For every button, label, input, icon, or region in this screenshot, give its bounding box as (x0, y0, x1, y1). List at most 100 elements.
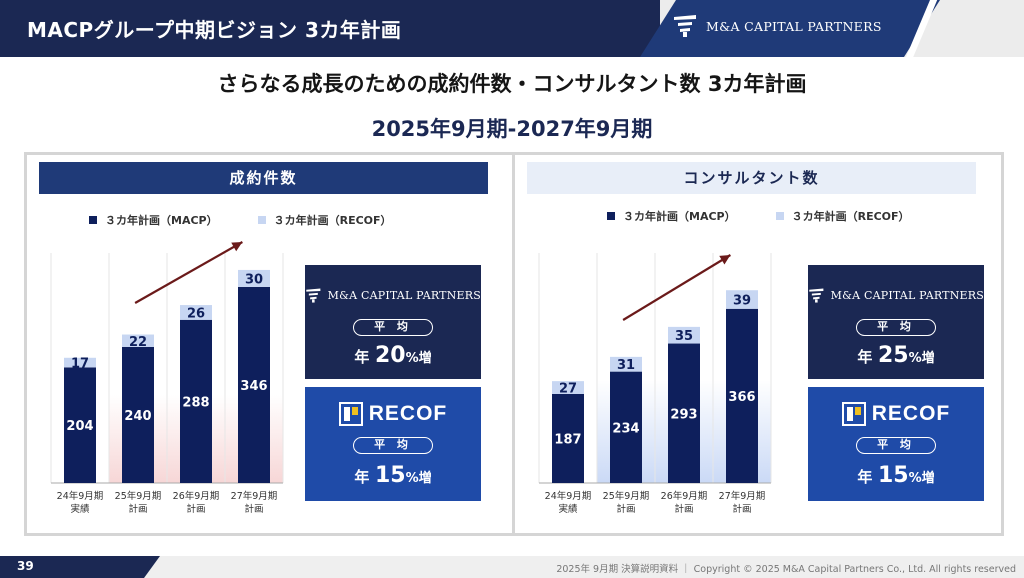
tick-label: 計画 (128, 503, 147, 515)
growth-value: 25 (877, 343, 909, 368)
data-label-macp: 293 (670, 407, 697, 422)
average-pill: 平 均 (353, 319, 433, 336)
bar-recof (610, 356, 642, 372)
tick-label: 26年9月期 (173, 490, 220, 502)
tick-label: 27年9月期 (231, 490, 278, 502)
growth-prefix: 年 (857, 348, 873, 366)
average-pill: 平 均 (353, 437, 433, 454)
trend-arrow (134, 241, 243, 304)
growth-value: 20 (374, 343, 406, 368)
card-macp-logo-text: M&A CAPITAL PARTNERS (830, 289, 984, 302)
tick-label: 25年9月期 (603, 490, 650, 502)
consultants-macp-card: M&A CAPITAL PARTNERS 平 均 年 25%増 (808, 265, 984, 379)
growth-suffix: %増 (405, 351, 432, 366)
data-label-recof: 30 (245, 272, 263, 287)
data-label-macp: 204 (66, 419, 93, 434)
consultants-recof-card: RECOF 平 均 年 15%増 (808, 387, 984, 501)
macp-logo-icon (809, 288, 824, 303)
card-macp-logo-text: M&A CAPITAL PARTNERS (327, 289, 481, 302)
legend-swatch-recof (257, 216, 266, 224)
growth-value: 15 (374, 463, 406, 488)
footer-page-band (0, 556, 160, 578)
legend-label-recof: ３カ年計画（RECOF） (273, 214, 392, 227)
card-recof-logo: RECOF (808, 402, 984, 426)
legend-swatch-recof (775, 212, 784, 220)
bar-recof (122, 334, 154, 347)
consultants-legend: ３カ年計画（MACP） ３カ年計画（RECOF） (607, 208, 910, 224)
data-label-recof: 27 (559, 382, 577, 397)
card-recof-logo: RECOF (305, 402, 481, 426)
card-macp-logo: M&A CAPITAL PARTNERS (808, 287, 984, 304)
growth-rate: 年 15%増 (808, 463, 984, 488)
bar-recof (64, 357, 96, 368)
macp-logo: M&A CAPITAL PARTNERS (672, 15, 882, 37)
legend-item-recof: ３カ年計画（RECOF） (257, 212, 392, 228)
tick-label: 26年9月期 (661, 490, 708, 502)
data-label-recof: 39 (733, 294, 751, 309)
bar-recof (668, 326, 700, 344)
legend-label-macp: ３カ年計画（MACP） (105, 214, 218, 227)
bar-recof (180, 305, 212, 320)
card-macp-logo: M&A CAPITAL PARTNERS (305, 287, 481, 304)
legend-label-macp: ３カ年計画（MACP） (623, 210, 736, 223)
recof-logo-icon (338, 402, 363, 426)
slide-title: MACPグループ中期ビジョン 3カ年計画 (27, 18, 402, 42)
legend-swatch-macp (89, 216, 97, 224)
data-label-macp: 288 (182, 395, 209, 410)
legend-swatch-macp (607, 212, 615, 220)
deals-panel-title: 成約件数 (39, 162, 488, 194)
bar-macp (552, 393, 584, 483)
deals-panel: 成約件数 ３カ年計画（MACP） ３カ年計画（RECOF） 204 17 24年9月… (24, 152, 516, 536)
growth-prefix: 年 (857, 468, 873, 486)
tick-label: 25年9月期 (115, 490, 162, 502)
macp-logo-icon (306, 288, 321, 303)
bar-macp (668, 343, 700, 483)
growth-rate: 年 20%増 (305, 343, 481, 368)
growth-rate: 年 15%増 (305, 463, 481, 488)
data-label-recof: 26 (187, 306, 205, 321)
recof-logo-icon (841, 402, 866, 426)
bar-macp (238, 286, 270, 483)
tick-label: 計画 (674, 503, 693, 515)
bar-macp (64, 367, 96, 483)
headline: さらなる成長のための成約件数・コンサルタント数 3カ年計画 (217, 72, 807, 96)
consultants-panel: コンサルタント数 ３カ年計画（MACP） ３カ年計画（RECOF） 187 27 2… (512, 152, 1004, 536)
bar-macp (726, 308, 758, 483)
tick-label: 計画 (244, 503, 263, 515)
data-label-recof: 17 (71, 357, 89, 372)
subheadline: 2025年9月期-2027年9月期 (371, 117, 653, 141)
data-label-macp: 366 (728, 390, 755, 405)
tick-label: 実績 (558, 503, 578, 515)
bar-recof (238, 269, 270, 287)
growth-prefix: 年 (354, 468, 370, 486)
data-label-macp: 234 (612, 421, 639, 436)
consultants-panel-title: コンサルタント数 (527, 162, 976, 194)
macp-logo-icon (674, 15, 696, 37)
header-title-band (0, 0, 660, 57)
bar-macp (610, 371, 642, 483)
data-label-macp: 240 (124, 409, 151, 424)
card-recof-logo-text: RECOF (368, 402, 448, 425)
growth-rate: 年 25%増 (808, 343, 984, 368)
trend-arrow-head (719, 255, 731, 265)
data-label-recof: 31 (617, 358, 635, 373)
bar-macp (122, 347, 154, 483)
data-label-recof: 22 (129, 335, 147, 350)
tick-label: 計画 (732, 503, 751, 515)
header-logo-text: M&A CAPITAL PARTNERS (706, 18, 882, 34)
growth-suffix: %増 (908, 351, 935, 366)
legend-item-recof: ３カ年計画（RECOF） (775, 208, 910, 224)
tick-label: 24年9月期 (57, 490, 104, 502)
trend-arrow-head (231, 242, 243, 252)
average-pill: 平 均 (856, 319, 936, 336)
slide-footer (0, 556, 1024, 578)
tick-label: 27年9月期 (719, 490, 766, 502)
growth-value: 15 (877, 463, 909, 488)
tick-label: 24年9月期 (545, 490, 592, 502)
card-recof-logo-text: RECOF (871, 402, 951, 425)
data-label-recof: 35 (675, 329, 693, 344)
bar-recof (726, 290, 758, 309)
growth-suffix: %増 (908, 471, 935, 486)
